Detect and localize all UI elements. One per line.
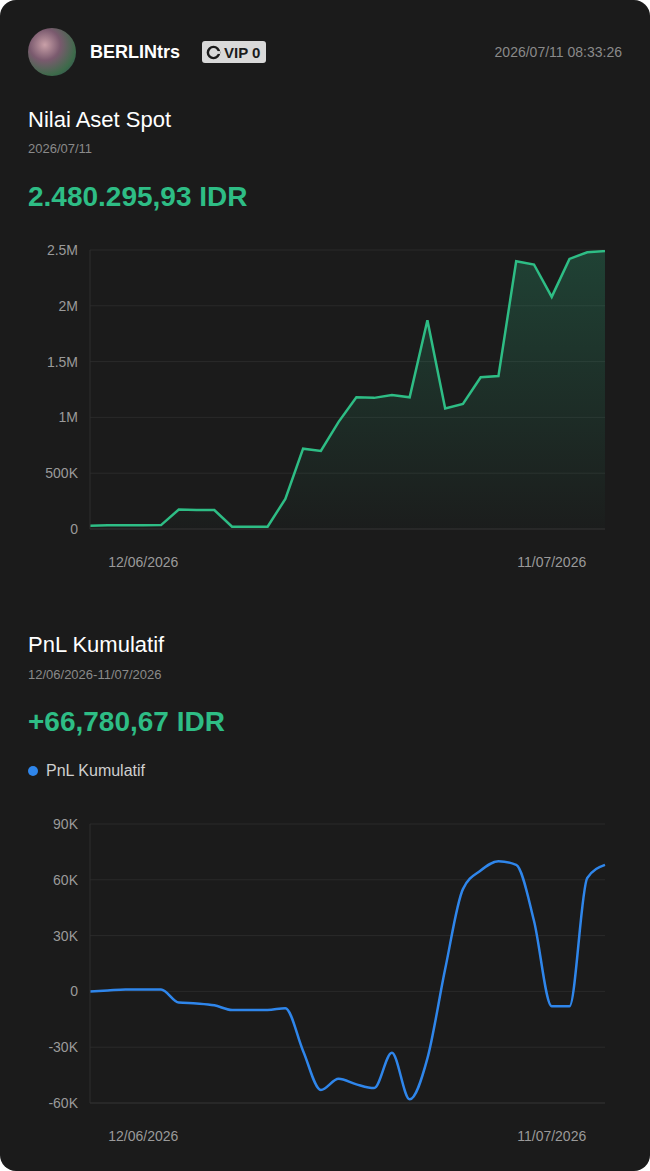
svg-text:-30K: -30K: [48, 1039, 78, 1055]
svg-text:500K: 500K: [45, 465, 78, 481]
html-text:PnL Kumulatif: PnL Kumulatif: [46, 762, 145, 779]
html-text:12/06/2026-11/07/2026: 12/06/2026-11/07/2026: [28, 666, 162, 682]
svg-text:1M: 1M: [59, 409, 78, 425]
html-text:VIP 0: VIP 0: [224, 43, 261, 61]
html-text:2.480.295,93 IDR: 2.480.295,93 IDR: [28, 181, 248, 212]
svg-text:11/07/2026: 11/07/2026: [517, 1128, 586, 1143]
svg-text:2.5M: 2.5M: [47, 242, 78, 258]
svg-text:12/06/2026: 12/06/2026: [108, 1128, 178, 1143]
svg-text:0: 0: [70, 521, 78, 537]
svg-text:60K: 60K: [53, 872, 79, 888]
html-text:PnL Kumulatif: PnL Kumulatif: [28, 632, 165, 657]
svg-text:-60K: -60K: [48, 1095, 78, 1111]
svg-text:12/06/2026: 12/06/2026: [108, 554, 178, 569]
svg-text:2M: 2M: [59, 298, 78, 314]
html-text:BERLINtrs: BERLINtrs: [90, 42, 180, 62]
html-text:2026/07/11: 2026/07/11: [28, 140, 93, 156]
svg-text:11/07/2026: 11/07/2026: [517, 554, 586, 569]
svg-text:90K: 90K: [53, 816, 79, 832]
svg-text:1.5M: 1.5M: [47, 354, 78, 370]
html-text:Nilai Aset Spot: Nilai Aset Spot: [28, 107, 172, 132]
svg-text:30K: 30K: [53, 928, 79, 944]
svg-text:0: 0: [70, 983, 78, 999]
html-text:+66,780,67 IDR: +66,780,67 IDR: [28, 706, 225, 737]
html-text:2026/07/11 08:33:26: 2026/07/11 08:33:26: [494, 44, 622, 60]
